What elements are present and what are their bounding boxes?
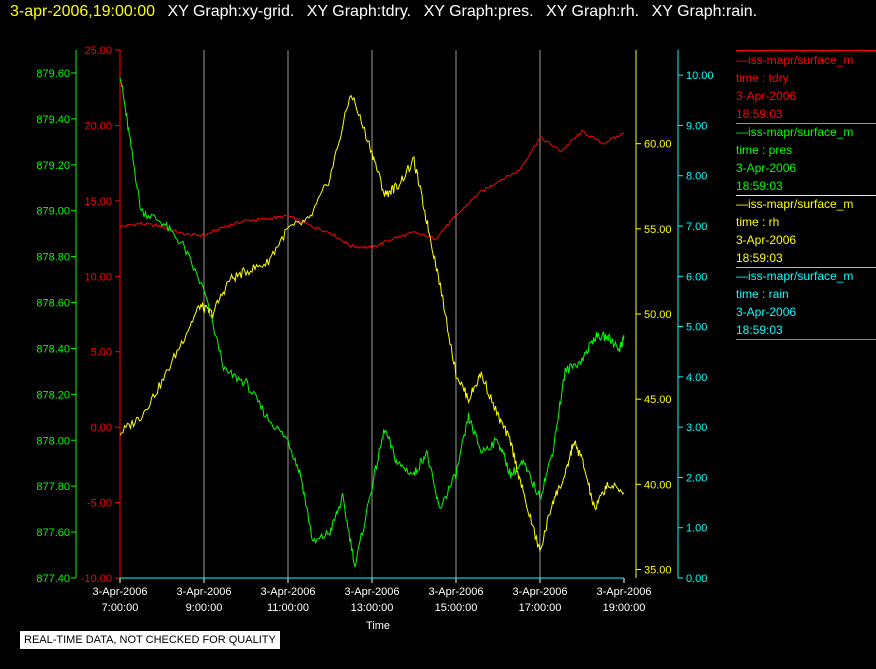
pres-tick-label: 878.00 <box>36 435 70 447</box>
tdry-tick-label: 25.00 <box>84 45 112 57</box>
legend-separator <box>736 339 876 340</box>
rh-tick-label: 35.00 <box>644 564 672 576</box>
legend-pres-field: time : pres <box>736 143 793 157</box>
legend-rain-name: —iss-mapr/surface_m <box>736 269 854 283</box>
pres-tick-label: 878.60 <box>36 298 70 310</box>
legend-tdry-time: 18:59:03 <box>736 107 783 121</box>
x-tick-label-date: 3-Apr-2006 <box>344 586 399 598</box>
series-line-rh <box>119 94 625 553</box>
rh-tick-label: 50.00 <box>644 309 672 321</box>
title-graph-tdry: XY Graph:tdry. <box>306 3 412 20</box>
tdry-tick-label: -5.00 <box>87 498 112 510</box>
legend-tdry[interactable]: —iss-mapr/surface_m time : tdry 3-Apr-20… <box>736 51 876 123</box>
rain-tick-label: 2.00 <box>686 472 707 484</box>
tdry-tick-label: 20.00 <box>84 120 112 132</box>
tdry-tick-label: 10.00 <box>84 271 112 283</box>
legend-pres-name: —iss-mapr/surface_m <box>736 125 854 139</box>
legend-rh-field: time : rh <box>736 215 780 229</box>
pres-tick-label: 877.60 <box>36 527 70 539</box>
legend-tdry-name: —iss-mapr/surface_m <box>736 53 854 67</box>
window-title: 3-apr-2006,19:00:00 XY Graph:xy-grid. XY… <box>10 3 765 21</box>
legend-rh[interactable]: —iss-mapr/surface_m time : rh 3-Apr-2006… <box>736 195 876 267</box>
pres-tick-label: 878.40 <box>36 343 70 355</box>
series-line-tdry <box>119 129 625 250</box>
x-tick-label-time: 19:00:00 <box>603 602 646 614</box>
rh-tick-label: 40.00 <box>644 479 672 491</box>
quality-disclaimer: REAL-TIME DATA, NOT CHECKED FOR QUALITY <box>20 631 280 649</box>
rh-tick-label: 55.00 <box>644 224 672 236</box>
pres-tick-label: 878.80 <box>36 252 70 264</box>
rain-tick-label: 3.00 <box>686 422 707 434</box>
series-line-pres <box>119 77 625 568</box>
title-timestamp: 3-apr-2006,19:00:00 <box>10 3 155 20</box>
legend-tdry-field: time : tdry <box>736 71 789 85</box>
title-graph-pres: XY Graph:pres. <box>423 3 534 20</box>
x-tick-label-time: 9:00:00 <box>186 602 223 614</box>
legend-pres-time: 18:59:03 <box>736 179 783 193</box>
x-tick-label-date: 3-Apr-2006 <box>512 586 567 598</box>
legend-rain-field: time : rain <box>736 287 789 301</box>
rain-tick-label: 0.00 <box>686 573 707 585</box>
legend-separator <box>736 50 876 51</box>
title-graph-xy-grid: XY Graph:xy-grid. <box>167 3 295 20</box>
x-tick-label-time: 7:00:00 <box>102 602 139 614</box>
x-tick-label-date: 3-Apr-2006 <box>176 586 231 598</box>
tdry-tick-label: -10.00 <box>81 573 112 585</box>
legend-pres[interactable]: —iss-mapr/surface_m time : pres 3-Apr-20… <box>736 123 876 195</box>
rain-tick-label: 1.00 <box>686 523 707 535</box>
rain-tick-label: 4.00 <box>686 372 707 384</box>
title-graph-rain: XY Graph:rain. <box>651 3 758 20</box>
legend-rain-date: 3-Apr-2006 <box>736 305 797 319</box>
legend-tdry-date: 3-Apr-2006 <box>736 89 797 103</box>
tdry-tick-label: 5.00 <box>91 347 112 359</box>
x-tick-label-time: 11:00:00 <box>267 602 309 614</box>
rain-tick-label: 8.00 <box>686 171 707 183</box>
legend-separator <box>736 195 876 196</box>
legend-separator <box>736 267 876 268</box>
pres-tick-label: 878.20 <box>36 389 70 401</box>
x-tick-label-time: 15:00:00 <box>435 602 478 614</box>
legend-rh-date: 3-Apr-2006 <box>736 233 797 247</box>
tdry-tick-label: 0.00 <box>91 422 112 434</box>
title-graph-rh: XY Graph:rh. <box>546 3 640 20</box>
pres-tick-label: 879.20 <box>36 160 70 172</box>
x-tick-label-date: 3-Apr-2006 <box>428 586 483 598</box>
rain-tick-label: 10.00 <box>686 70 714 82</box>
rain-tick-label: 5.00 <box>686 322 707 334</box>
rh-tick-label: 60.00 <box>644 139 672 151</box>
x-tick-label-time: 17:00:00 <box>519 602 562 614</box>
pres-tick-label: 879.60 <box>36 68 70 80</box>
pres-tick-label: 877.40 <box>36 573 70 585</box>
legend-separator <box>736 123 876 124</box>
pres-tick-label: 879.40 <box>36 114 70 126</box>
rh-tick-label: 45.00 <box>644 394 672 406</box>
legend-rain[interactable]: —iss-mapr/surface_m time : rain 3-Apr-20… <box>736 267 876 339</box>
legend-pres-date: 3-Apr-2006 <box>736 161 797 175</box>
x-tick-label-date: 3-Apr-2006 <box>596 586 651 598</box>
legend-rh-time: 18:59:03 <box>736 251 783 265</box>
legend-rh-name: —iss-mapr/surface_m <box>736 197 854 211</box>
rain-tick-label: 7.00 <box>686 221 707 233</box>
x-tick-label-time: 13:00:00 <box>351 602 394 614</box>
x-tick-label-date: 3-Apr-2006 <box>260 586 315 598</box>
pres-tick-label: 877.80 <box>36 481 70 493</box>
rain-tick-label: 6.00 <box>686 271 707 283</box>
tdry-tick-label: 15.00 <box>84 196 112 208</box>
x-tick-label-date: 3-Apr-2006 <box>92 586 147 598</box>
pres-tick-label: 879.00 <box>36 206 70 218</box>
rain-tick-label: 9.00 <box>686 120 707 132</box>
x-axis-label: Time <box>366 620 390 632</box>
legend-rain-time: 18:59:03 <box>736 323 783 337</box>
